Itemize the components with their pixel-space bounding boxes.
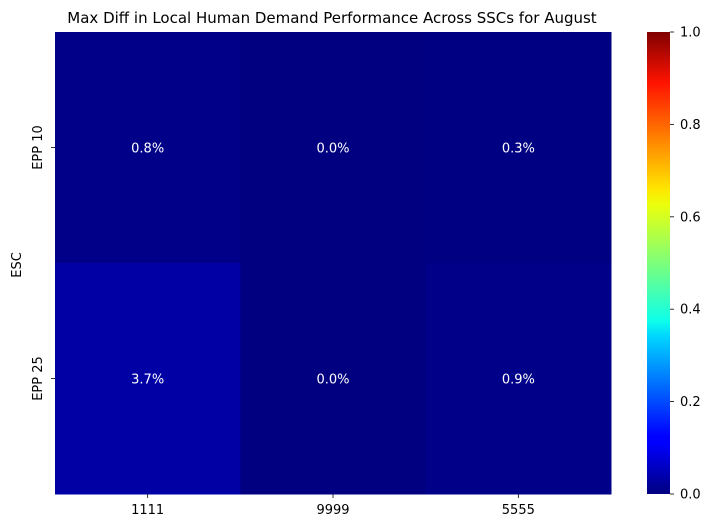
x-tick-label: 1111 [131, 503, 164, 518]
y-tick-label: EPP 25 [31, 356, 46, 401]
cell-annotation: 0.0% [316, 142, 349, 157]
colorbar-tick-label: 1.0 [680, 26, 701, 41]
y-axis: EPP 10 EPP 25 [31, 125, 55, 401]
y-tick-label: EPP 10 [31, 125, 46, 170]
heatmap-cell [240, 32, 427, 264]
colorbar-tick-label: 0.8 [680, 118, 701, 133]
x-tick-label: 5555 [502, 503, 535, 518]
heatmap-cell [425, 263, 612, 495]
cell-annotation: 0.9% [502, 373, 535, 388]
cell-annotation: 3.7% [131, 373, 164, 388]
colorbar-tick-label: 0.4 [680, 303, 701, 318]
x-axis: 1111 9999 5555 [131, 494, 535, 518]
chart-title: Max Diff in Local Human Demand Performan… [67, 9, 597, 27]
heatmap-cell [425, 32, 612, 264]
colorbar-tick-label: 0.0 [680, 488, 701, 503]
y-axis-label: ESC [10, 252, 25, 278]
cell-annotation: 0.8% [131, 142, 164, 157]
heatmap-cell [240, 263, 427, 495]
heatmap-cell [55, 263, 241, 495]
heatmap-cell [55, 32, 241, 264]
colorbar-tick-label: 0.6 [680, 210, 701, 225]
colorbar [647, 32, 670, 494]
cell-annotations: 0.8% 0.0% 0.3% 3.7% 0.0% 0.9% [131, 142, 535, 388]
cell-annotation: 0.3% [502, 142, 535, 157]
heatmap-cells [55, 32, 612, 495]
colorbar-axis: 0.0 0.2 0.4 0.6 0.8 1.0 [670, 26, 701, 503]
x-tick-label: 9999 [316, 503, 349, 518]
colorbar-tick-label: 0.2 [680, 395, 701, 410]
cell-annotation: 0.0% [316, 373, 349, 388]
